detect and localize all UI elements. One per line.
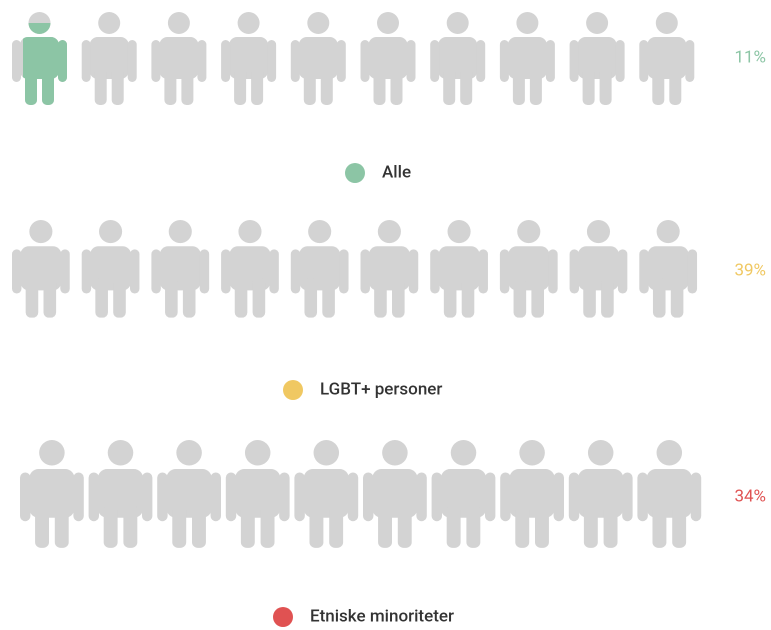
person-icon <box>225 440 290 548</box>
person-icon <box>20 440 84 548</box>
person-icon <box>151 220 210 318</box>
person-icon <box>430 220 488 318</box>
person-icon <box>360 220 419 318</box>
legend-label: LGBT+ personer <box>320 379 442 399</box>
person-icon <box>360 12 416 105</box>
person-icon <box>569 12 625 105</box>
value-label: 11% <box>734 47 766 67</box>
icons-background <box>12 12 695 105</box>
person-icon <box>294 440 359 548</box>
person-icon <box>363 440 427 548</box>
icons-background <box>20 440 702 548</box>
person-icon <box>81 220 140 318</box>
person-icon <box>290 12 346 105</box>
legend-label: Alle <box>382 162 411 182</box>
person-icon <box>499 220 558 318</box>
person-icon <box>639 12 695 105</box>
value-label: 39% <box>734 260 766 280</box>
person-icon <box>12 220 70 318</box>
person-icon <box>221 12 277 105</box>
legend-swatch <box>283 380 303 400</box>
person-icon <box>499 12 555 105</box>
legend-label: Etniske minoriteter <box>310 606 454 626</box>
person-icon <box>221 220 279 318</box>
person-icon <box>568 440 633 548</box>
icons-background <box>12 220 698 318</box>
person-icon <box>88 440 153 548</box>
value-label: 34% <box>734 486 766 506</box>
person-icon <box>157 440 221 548</box>
person-icon <box>431 440 496 548</box>
person-icon <box>290 220 349 318</box>
person-icon <box>500 440 564 548</box>
person-icon <box>639 220 698 318</box>
legend-swatch <box>345 163 365 183</box>
person-icon <box>151 12 207 105</box>
person-icon <box>430 12 486 105</box>
person-icon <box>637 440 702 548</box>
person-icon <box>569 220 628 318</box>
legend-swatch <box>273 607 293 627</box>
person-icon <box>81 12 137 105</box>
